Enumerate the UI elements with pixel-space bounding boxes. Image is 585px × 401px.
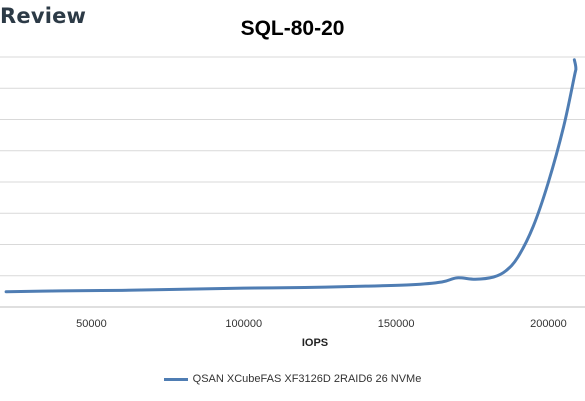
chart-title: SQL-80-20 [240,17,345,40]
x-tick-label: 150000 [378,318,415,330]
series-lines [4,58,578,294]
legend: QSAN XCubeFAS XF3126D 2RAID6 26 NVMe [0,373,585,385]
x-axis-label: IOPS [301,337,329,349]
legend-swatch [163,377,188,381]
gridlines [0,56,585,308]
x-tick-label: 100000 [225,318,262,330]
x-tick-label: 200000 [530,318,567,330]
brand-logo: Review [0,4,87,28]
x-axis-ticks: 50000 100000 150000 200000 [76,318,567,330]
series-line [4,58,578,294]
legend-label: QSAN XCubeFAS XF3126D 2RAID6 26 NVMe [192,373,422,385]
x-tick-label: 50000 [76,318,107,330]
